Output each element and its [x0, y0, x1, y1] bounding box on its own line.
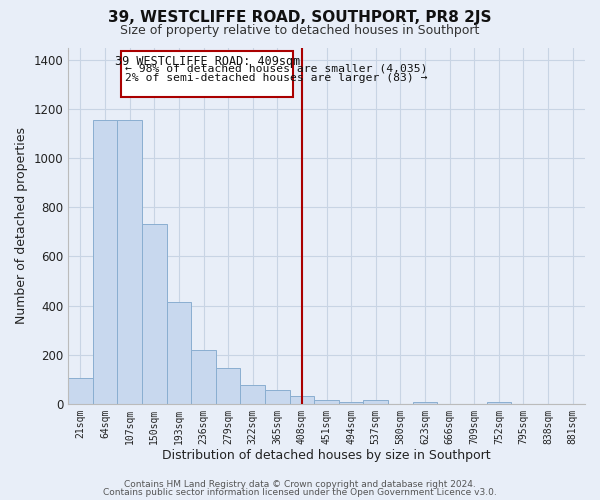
Bar: [167, 302, 191, 404]
Text: ← 98% of detached houses are smaller (4,035): ← 98% of detached houses are smaller (4,…: [125, 64, 427, 74]
Bar: [216, 368, 241, 404]
Text: Size of property relative to detached houses in Southport: Size of property relative to detached ho…: [121, 24, 479, 37]
FancyBboxPatch shape: [121, 51, 293, 97]
Bar: [93, 120, 118, 404]
Text: 39 WESTCLIFFE ROAD: 409sqm: 39 WESTCLIFFE ROAD: 409sqm: [115, 55, 300, 68]
Bar: [68, 378, 93, 404]
X-axis label: Distribution of detached houses by size in Southport: Distribution of detached houses by size …: [162, 450, 491, 462]
Bar: [290, 396, 314, 404]
Bar: [118, 120, 142, 404]
Bar: [487, 402, 511, 404]
Text: 2% of semi-detached houses are larger (83) →: 2% of semi-detached houses are larger (8…: [125, 73, 427, 83]
Text: 39, WESTCLIFFE ROAD, SOUTHPORT, PR8 2JS: 39, WESTCLIFFE ROAD, SOUTHPORT, PR8 2JS: [108, 10, 492, 25]
Bar: [142, 224, 167, 404]
Bar: [339, 402, 364, 404]
Text: Contains HM Land Registry data © Crown copyright and database right 2024.: Contains HM Land Registry data © Crown c…: [124, 480, 476, 489]
Bar: [191, 350, 216, 404]
Bar: [241, 386, 265, 404]
Bar: [413, 402, 437, 404]
Bar: [265, 390, 290, 404]
Y-axis label: Number of detached properties: Number of detached properties: [15, 127, 28, 324]
Bar: [364, 400, 388, 404]
Text: Contains public sector information licensed under the Open Government Licence v3: Contains public sector information licen…: [103, 488, 497, 497]
Bar: [314, 400, 339, 404]
